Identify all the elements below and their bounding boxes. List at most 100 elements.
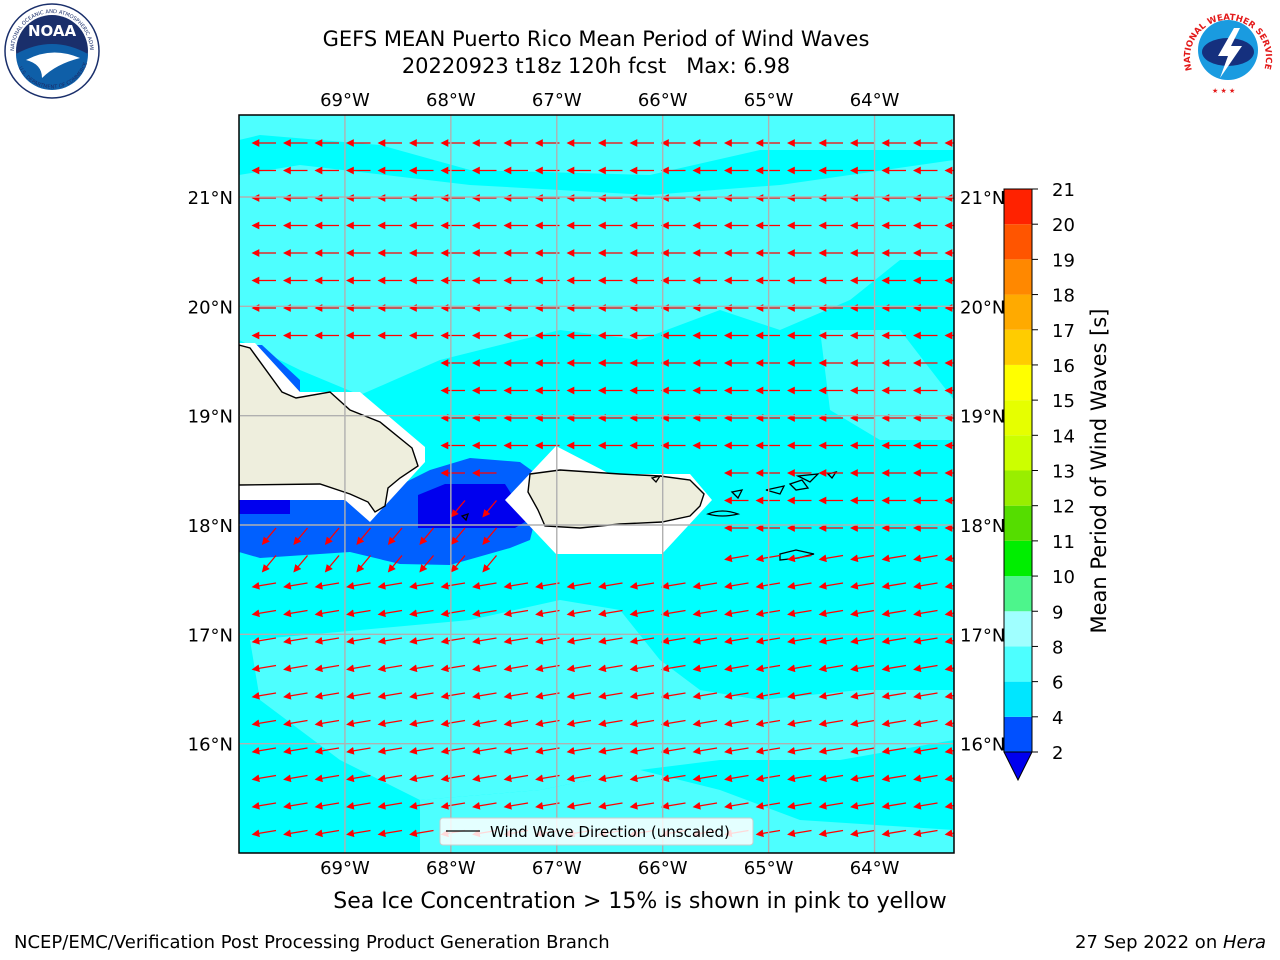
wind-arrow bbox=[598, 664, 623, 673]
wind-arrow bbox=[755, 774, 781, 783]
colorbar-band bbox=[1004, 364, 1032, 401]
wind-arrow bbox=[377, 664, 403, 673]
wind-arrow bbox=[251, 664, 277, 673]
wind-arrow bbox=[787, 691, 812, 700]
wind-arrow bbox=[755, 609, 781, 618]
wind-arrow bbox=[472, 746, 497, 755]
wind-arrow bbox=[692, 691, 718, 700]
wind-arrow bbox=[346, 719, 371, 728]
colorbar-band bbox=[1004, 435, 1032, 471]
colorbar-band bbox=[1004, 576, 1032, 612]
colorbar-tick-label: 16 bbox=[1052, 356, 1075, 377]
wind-arrow bbox=[324, 555, 340, 573]
svg-text:★ ★ ★: ★ ★ ★ bbox=[1212, 87, 1235, 95]
wind-arrow bbox=[377, 691, 403, 700]
colorbar-band bbox=[1004, 400, 1032, 436]
wind-arrow bbox=[283, 664, 308, 673]
lat-label-left: 19°N bbox=[188, 407, 233, 428]
wind-arrow bbox=[377, 774, 403, 783]
axis-labels: 69°W 69°W 68°W 68°W 67°W 67°W 66°W 66°W 65°W 65°W… bbox=[188, 90, 1006, 879]
wind-arrow bbox=[346, 609, 371, 618]
wind-arrow bbox=[850, 581, 875, 590]
wind-arrow bbox=[724, 554, 749, 563]
period-6-8-region bbox=[239, 160, 954, 395]
period-6-8-region bbox=[250, 600, 954, 800]
lon-label-top: 64°W bbox=[850, 90, 900, 111]
wind-arrow bbox=[598, 719, 623, 728]
wind-arrow bbox=[881, 664, 907, 673]
period-under-2-region bbox=[239, 500, 290, 514]
wind-arrow bbox=[787, 746, 812, 755]
wind-arrow bbox=[440, 636, 466, 645]
wind-arrow bbox=[818, 746, 844, 755]
wind-arrow bbox=[755, 719, 781, 728]
wind-arrow bbox=[881, 691, 907, 700]
graticule bbox=[239, 115, 954, 853]
wind-arrow bbox=[314, 774, 340, 783]
wind-arrow bbox=[850, 774, 875, 783]
wind-arrow bbox=[261, 555, 277, 573]
wind-arrow bbox=[787, 774, 812, 783]
wind-arrow bbox=[692, 774, 718, 783]
wind-arrow bbox=[314, 691, 340, 700]
wind-arrow bbox=[913, 691, 938, 700]
wind-arrow bbox=[881, 801, 907, 810]
colorbar-tick-label: 19 bbox=[1052, 250, 1075, 271]
map-frame bbox=[238, 114, 955, 854]
wind-arrow bbox=[661, 636, 686, 645]
colorbar-tick-label: 6 bbox=[1052, 673, 1063, 694]
wind-arrow bbox=[566, 801, 592, 810]
wind-arrow bbox=[251, 609, 277, 618]
wind-arrow bbox=[409, 609, 434, 618]
wind-arrow bbox=[755, 829, 781, 838]
wind-arrow bbox=[661, 609, 686, 618]
wind-arrow bbox=[629, 664, 655, 673]
wind-arrow bbox=[377, 829, 403, 838]
lon-label-bottom: 68°W bbox=[426, 858, 476, 879]
wind-arrow bbox=[314, 664, 340, 673]
wind-arrow bbox=[251, 746, 277, 755]
colorbar: 2 4 6 8 9 10 11 12 13 14 15 16 17 18 19 20 21 Mean Perio… bbox=[1003, 180, 1111, 782]
wind-arrow bbox=[850, 691, 875, 700]
lat-label-right: 18°N bbox=[960, 516, 1005, 537]
wind-arrow bbox=[881, 609, 907, 618]
wind-arrow bbox=[913, 554, 938, 563]
wind-arrow bbox=[377, 746, 403, 755]
wind-arrow bbox=[503, 691, 529, 700]
colorbar-tick-label: 21 bbox=[1052, 180, 1075, 201]
wind-arrow bbox=[419, 555, 434, 573]
wind-arrow bbox=[787, 636, 812, 645]
sea-ice-note: Sea Ice Concentration > 15% is shown in … bbox=[333, 889, 947, 914]
wind-arrow bbox=[787, 609, 812, 618]
colorbar-under-triangle bbox=[1003, 751, 1033, 782]
wind-arrow bbox=[692, 746, 718, 755]
wind-arrow bbox=[818, 664, 844, 673]
wind-arrow bbox=[409, 774, 434, 783]
wind-arrow bbox=[251, 581, 277, 590]
wind-arrow bbox=[566, 664, 592, 673]
lat-label-left: 18°N bbox=[188, 516, 233, 537]
wind-arrow bbox=[755, 691, 781, 700]
wind-arrow bbox=[409, 636, 434, 645]
wind-arrow bbox=[629, 719, 655, 728]
map-legend: Wind Wave Direction (unscaled) bbox=[439, 817, 754, 846]
wind-arrow bbox=[661, 719, 686, 728]
wind-arrow bbox=[503, 609, 529, 618]
wind-arrow bbox=[409, 664, 434, 673]
lat-label-right: 19°N bbox=[960, 407, 1005, 428]
wind-arrow bbox=[850, 746, 875, 755]
wind-arrow bbox=[283, 746, 308, 755]
wind-arrow bbox=[913, 581, 938, 590]
wind-arrow bbox=[881, 829, 907, 838]
lon-label-bottom: 69°W bbox=[320, 858, 370, 879]
wind-arrow bbox=[472, 774, 497, 783]
wind-arrow bbox=[913, 609, 938, 618]
wind-arrow bbox=[724, 801, 749, 810]
wind-arrow bbox=[314, 719, 340, 728]
colorbar-band bbox=[1004, 716, 1032, 752]
colorbar-band bbox=[1004, 540, 1032, 577]
lon-label-top: 66°W bbox=[638, 90, 688, 111]
lat-label-left: 16°N bbox=[188, 735, 233, 756]
colorbar-band bbox=[1004, 224, 1032, 260]
wind-arrow bbox=[850, 801, 875, 810]
